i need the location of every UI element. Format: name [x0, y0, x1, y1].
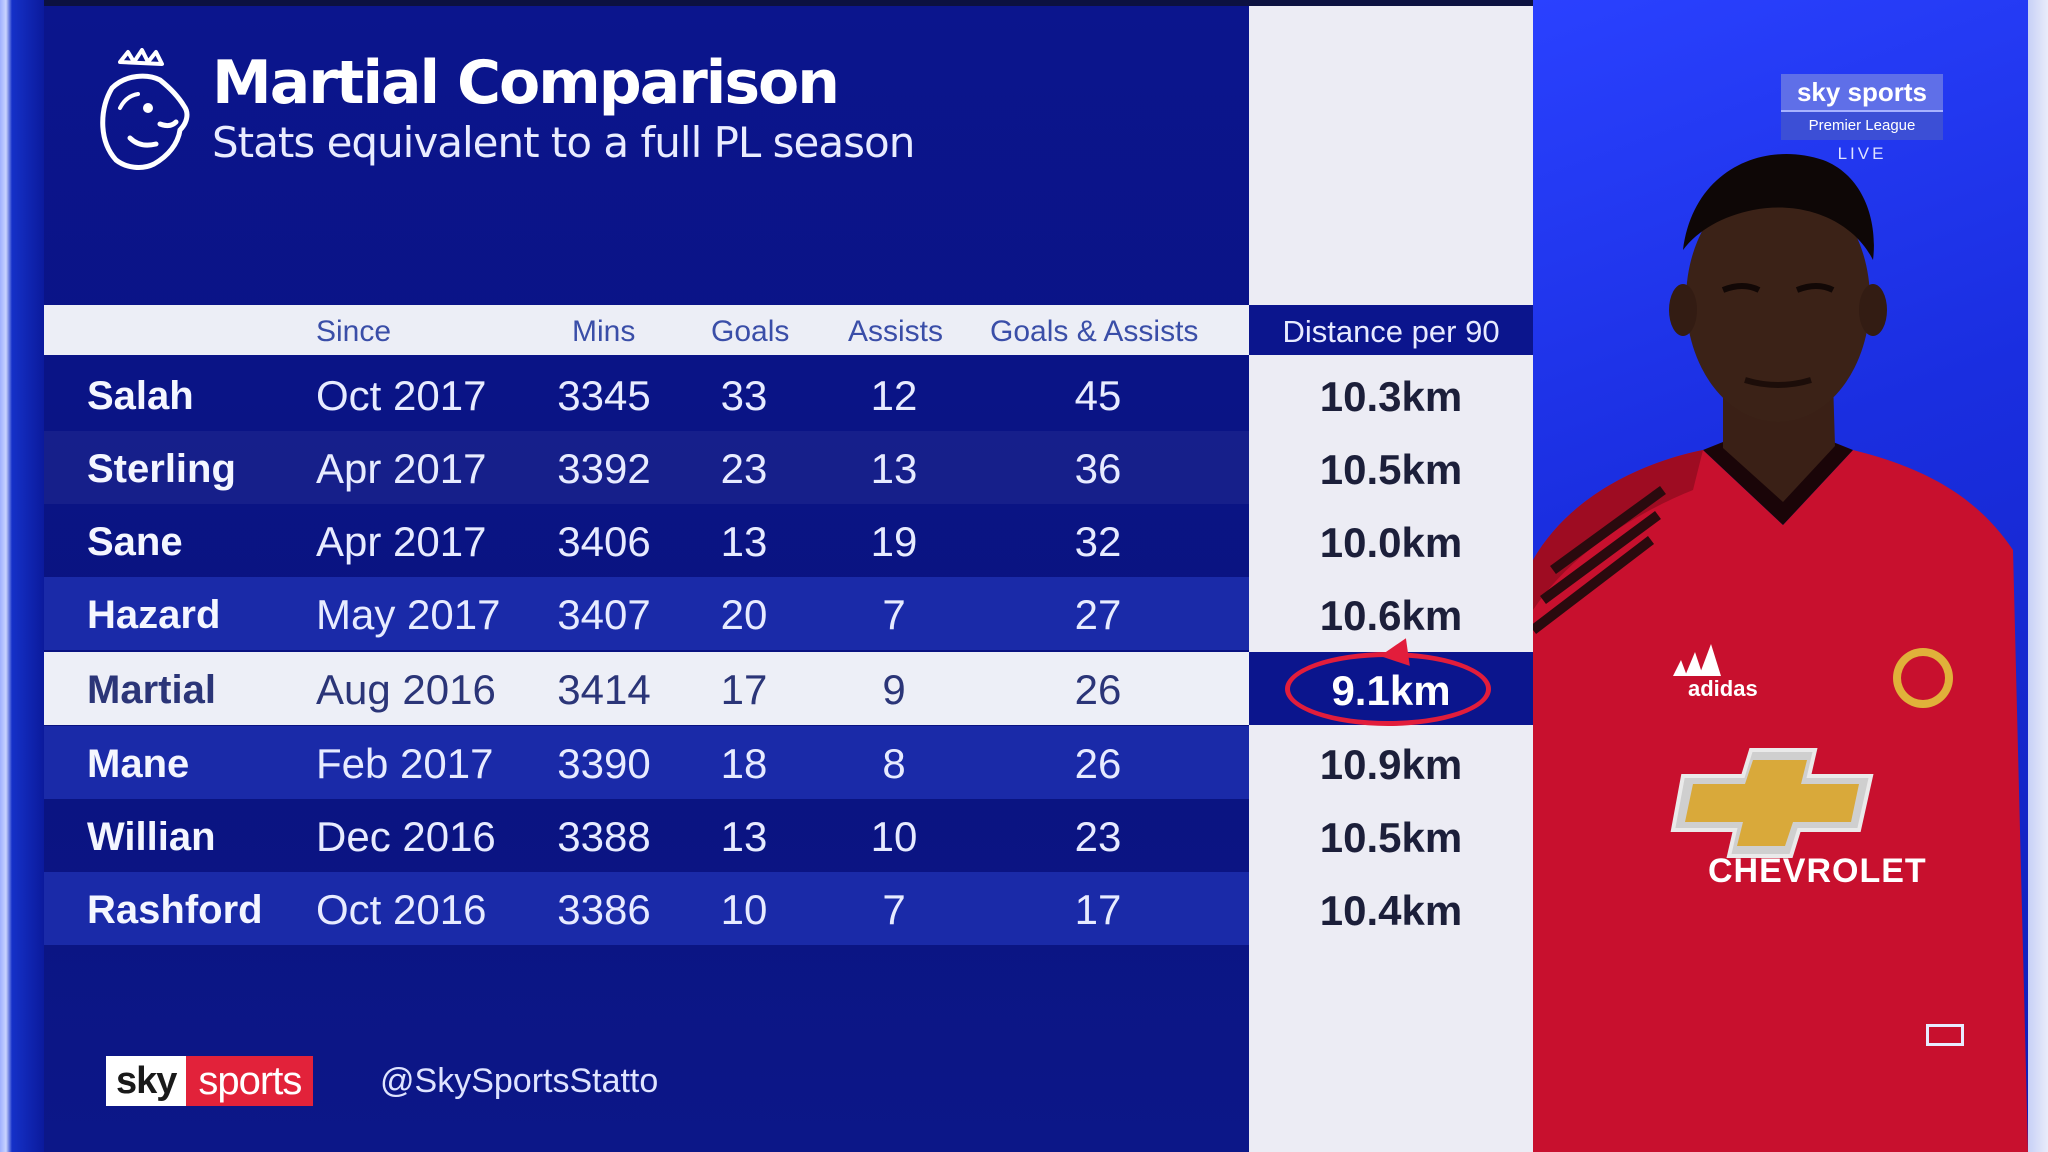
header-since: Since: [316, 315, 392, 348]
goals-value: 33: [720, 372, 768, 419]
mins-value: 3392: [557, 445, 651, 492]
player-name: Sane: [87, 520, 183, 564]
table-row-highlighted: Martial Aug 2016 3414 17 9 26: [44, 652, 1249, 725]
player-name: Rashford: [87, 888, 263, 932]
since-date: Dec 2016: [316, 813, 496, 860]
sky-sports-logo: sky sports: [106, 1056, 314, 1106]
goals-assists-value: 17: [1074, 886, 1122, 933]
shirt-sponsor: CHEVROLET: [1708, 852, 1927, 890]
caption-icon: [1926, 1024, 1964, 1046]
goals-value: 10: [720, 886, 768, 933]
mins-value: 3386: [557, 886, 651, 933]
goals-assists-value: 26: [1074, 740, 1122, 787]
live-label: LIVE: [1837, 144, 1887, 163]
header-mins: Mins: [572, 315, 636, 348]
header-goals: Goals: [711, 315, 790, 348]
distance-value: 10.4km: [1319, 887, 1463, 934]
right-edge: [2028, 0, 2048, 1152]
mins-value: 3414: [557, 666, 651, 713]
channel-brand: sky sports: [1781, 74, 1943, 110]
assists-value: 7: [882, 886, 906, 933]
premier-league-lion-icon: [100, 48, 190, 170]
top-strip: [0, 0, 2048, 6]
page-subtitle: Stats equivalent to a full PL season: [212, 118, 915, 167]
channel-name: Premier League: [1781, 110, 1943, 140]
since-date: Oct 2017: [316, 372, 487, 419]
since-date: Oct 2016: [316, 886, 487, 933]
assists-value: 19: [870, 518, 918, 565]
table-header: [44, 305, 1249, 355]
since-date: Apr 2017: [316, 445, 487, 492]
goals-value: 13: [720, 813, 768, 860]
player-name: Martial: [87, 668, 216, 712]
arrow-icon: [1378, 638, 1410, 670]
goals-value: 17: [720, 666, 768, 713]
table-row: Sterling Apr 2017 3392 23 13 36: [44, 431, 1249, 504]
player-name: Salah: [87, 374, 194, 418]
assists-value: 12: [870, 372, 918, 419]
since-date: Aug 2016: [316, 666, 496, 713]
player-photo: [1533, 154, 2028, 1152]
sky-wordmark: sky: [106, 1056, 187, 1106]
assists-value: 8: [882, 740, 906, 787]
distance-value: 10.3km: [1319, 373, 1463, 420]
distance-value: 10.6km: [1319, 592, 1463, 639]
player-name: Mane: [87, 742, 190, 786]
goals-assists-value: 32: [1074, 518, 1122, 565]
mins-value: 3407: [557, 591, 651, 638]
goals-assists-value: 26: [1074, 666, 1122, 713]
distance-value: 10.5km: [1319, 814, 1463, 861]
goals-value: 13: [720, 518, 768, 565]
player-name: Sterling: [87, 447, 236, 491]
assists-value: 10: [870, 813, 918, 860]
table-row: Hazard May 2017 3407 20 7 27: [44, 577, 1249, 650]
mins-value: 3390: [557, 740, 651, 787]
kit-brand: adidas: [1688, 676, 1758, 701]
mins-value: 3406: [557, 518, 651, 565]
goals-value: 23: [720, 445, 768, 492]
table-row: Salah Oct 2017 3345 33 12 45: [44, 358, 1249, 431]
header-distance: Distance per 90: [1249, 305, 1533, 355]
goals-assists-value: 36: [1074, 445, 1122, 492]
header-goals-assists: Goals & Assists: [990, 315, 1199, 348]
header-assists: Assists: [848, 315, 944, 348]
mins-value: 3345: [557, 372, 651, 419]
goals-assists-value: 23: [1074, 813, 1122, 860]
distance-value: 10.0km: [1319, 519, 1463, 566]
player-name: Willian: [87, 815, 216, 859]
distance-value: 10.5km: [1319, 446, 1463, 493]
assists-value: 7: [882, 591, 906, 638]
goals-value: 18: [720, 740, 768, 787]
goals-value: 20: [720, 591, 768, 638]
assists-value: 13: [870, 445, 918, 492]
mins-value: 3388: [557, 813, 651, 860]
highlight-ring: [1285, 652, 1491, 726]
page-title: Martial Comparison: [212, 48, 840, 118]
channel-bug: sky sports Premier League LIVE: [1781, 74, 1943, 164]
assists-value: 9: [882, 666, 906, 713]
table-row: Rashford Oct 2016 3386 10 7 17: [44, 872, 1249, 945]
goals-assists-value: 27: [1074, 591, 1122, 638]
table-row: Willian Dec 2016 3388 13 10 23: [44, 799, 1249, 872]
since-date: Apr 2017: [316, 518, 487, 565]
table-row: Sane Apr 2017 3406 13 19 32: [44, 504, 1249, 577]
left-gutter: [0, 0, 44, 1152]
player-name: Hazard: [87, 593, 221, 637]
since-date: May 2017: [316, 591, 501, 638]
goals-assists-value: 45: [1074, 372, 1122, 419]
sports-wordmark: sports: [186, 1056, 314, 1106]
distance-value: 10.9km: [1319, 741, 1463, 788]
table-row: Mane Feb 2017 3390 18 8 26: [44, 726, 1249, 799]
since-date: Feb 2017: [316, 740, 494, 787]
distance-column: [1249, 6, 1533, 1152]
twitter-handle: @SkySportsStatto: [380, 1062, 659, 1100]
